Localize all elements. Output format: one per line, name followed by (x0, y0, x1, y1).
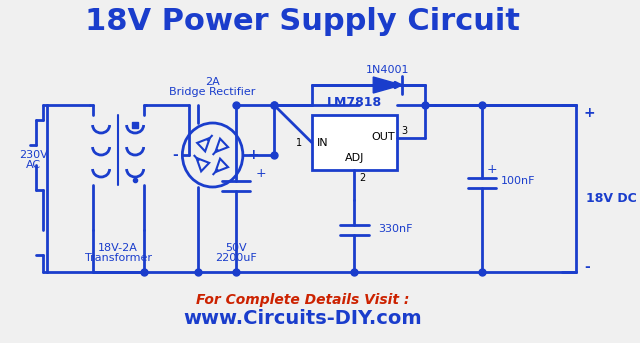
FancyBboxPatch shape (312, 115, 397, 170)
Text: ADJ: ADJ (345, 153, 364, 163)
Text: 2200uF: 2200uF (215, 253, 257, 263)
Text: Transformer: Transformer (84, 253, 152, 263)
Text: 1: 1 (296, 138, 302, 147)
Text: 2: 2 (359, 173, 365, 183)
Text: 18V DC: 18V DC (586, 192, 637, 205)
Text: 2A: 2A (205, 77, 220, 87)
Text: 100nF: 100nF (501, 177, 535, 187)
Text: IN: IN (317, 138, 329, 147)
Text: +: + (248, 148, 259, 162)
Text: 18V Power Supply Circuit: 18V Power Supply Circuit (85, 8, 520, 36)
Text: 230V: 230V (19, 150, 47, 160)
Text: +: + (584, 106, 596, 120)
Text: -: - (584, 260, 589, 274)
Text: 18V-2A: 18V-2A (98, 243, 138, 253)
Text: OUT: OUT (371, 132, 394, 142)
Text: 50V: 50V (225, 243, 247, 253)
Text: LM7818: LM7818 (327, 96, 382, 109)
Text: AC: AC (26, 160, 40, 170)
Text: +: + (486, 163, 497, 176)
Text: 3: 3 (401, 126, 408, 135)
Text: 1N4001: 1N4001 (365, 65, 409, 75)
Text: 330nF: 330nF (378, 224, 412, 234)
Text: www.Circuits-DIY.com: www.Circuits-DIY.com (183, 308, 422, 328)
Text: +: + (255, 167, 266, 180)
Text: Bridge Rectifier: Bridge Rectifier (170, 87, 256, 97)
Text: -: - (172, 148, 178, 162)
Text: For Complete Details Visit :: For Complete Details Visit : (196, 293, 409, 307)
Polygon shape (373, 77, 401, 93)
